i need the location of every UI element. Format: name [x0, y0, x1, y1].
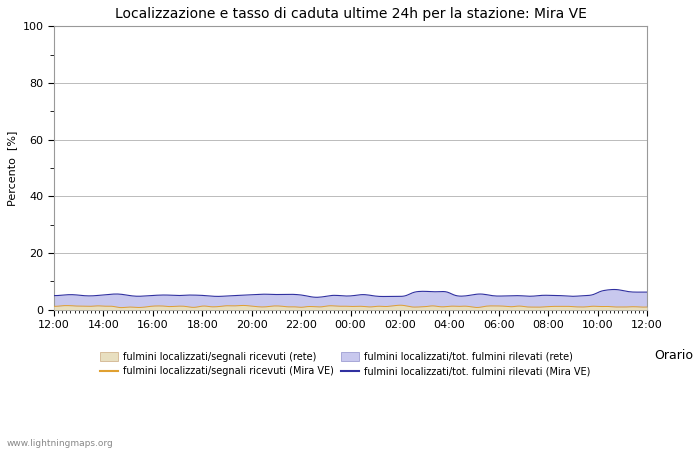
Y-axis label: Percento  [%]: Percento [%]: [7, 130, 17, 206]
Text: www.lightningmaps.org: www.lightningmaps.org: [7, 439, 113, 448]
Text: Orario: Orario: [654, 349, 693, 362]
Title: Localizzazione e tasso di caduta ultime 24h per la stazione: Mira VE: Localizzazione e tasso di caduta ultime …: [115, 7, 587, 21]
Legend: fulmini localizzati/segnali ricevuti (rete), fulmini localizzati/segnali ricevut: fulmini localizzati/segnali ricevuti (re…: [100, 351, 590, 376]
